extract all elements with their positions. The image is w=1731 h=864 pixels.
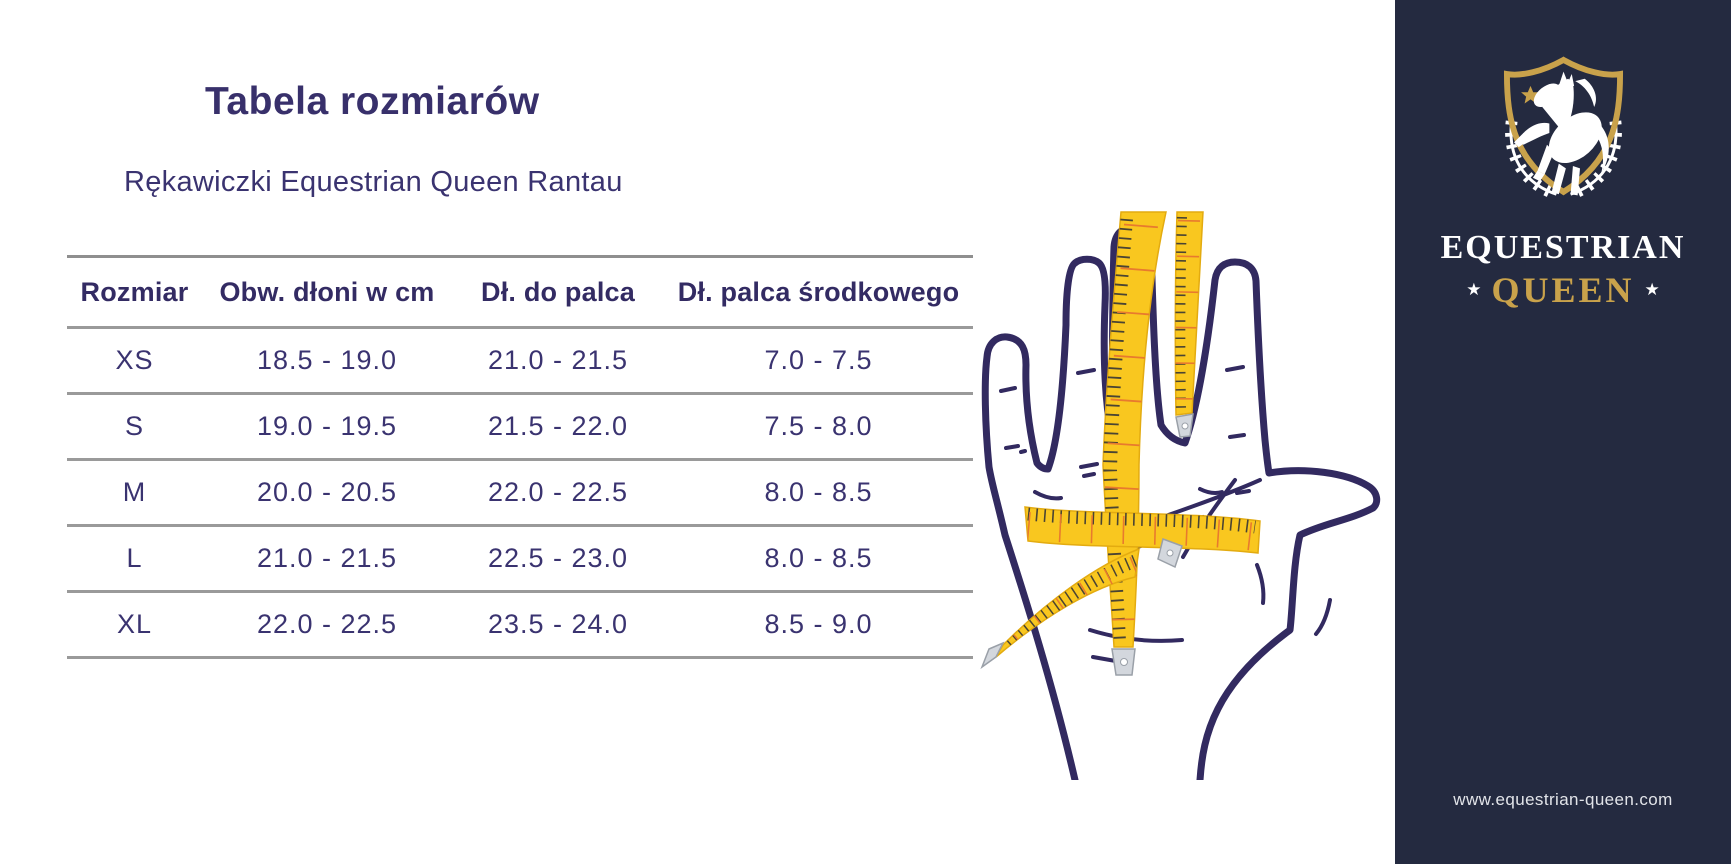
size-cell: L bbox=[67, 525, 202, 593]
length-to-finger-cell: 22.5 - 23.0 bbox=[452, 525, 664, 593]
measuring-tape-vertical-short bbox=[1174, 211, 1204, 438]
table-row: S 19.0 - 19.5 21.5 - 22.0 7.5 - 8.0 bbox=[67, 393, 973, 461]
length-to-finger-cell: 21.0 - 21.5 bbox=[452, 327, 664, 395]
hand-circumference-cell: 21.0 - 21.5 bbox=[202, 525, 452, 593]
horse-icon bbox=[1513, 71, 1609, 196]
hand-outline bbox=[981, 223, 1381, 784]
brand-name-queen: QUEEN bbox=[1491, 270, 1635, 310]
table-header-row: Rozmiar Obw. dłoni w cm Dł. do palca Dł. pa… bbox=[67, 256, 973, 329]
website-url: www.equestrian-queen.com bbox=[1453, 790, 1673, 809]
middle-finger-length-cell: 8.5 - 9.0 bbox=[664, 591, 973, 659]
size-cell: XL bbox=[67, 591, 202, 659]
middle-finger-length-cell: 7.5 - 8.0 bbox=[664, 393, 973, 461]
hand-circumference-cell: 18.5 - 19.0 bbox=[202, 327, 452, 395]
length-to-finger-cell: 21.5 - 22.0 bbox=[452, 393, 664, 461]
measuring-tape-dangling bbox=[980, 547, 1140, 670]
shield-horse-logo bbox=[1503, 56, 1623, 200]
laurel-wreath-icon bbox=[1504, 120, 1622, 200]
page-subtitle: Rękawiczki Equestrian Queen Rantau bbox=[124, 166, 623, 198]
measuring-tape-horizontal bbox=[1024, 506, 1261, 554]
table-row: M 20.0 - 20.5 22.0 - 22.5 8.0 - 8.5 bbox=[67, 459, 973, 527]
hand-circumference-cell: 20.0 - 20.5 bbox=[202, 459, 452, 527]
brand-panel: EQUESTRIAN ★ QUEEN ★ www.equestrian-quee… bbox=[1395, 0, 1731, 864]
hand-circumference-cell: 19.0 - 19.5 bbox=[202, 393, 452, 461]
column-header: Obw. dłoni w cm bbox=[202, 256, 452, 329]
hand-circumference-cell: 22.0 - 22.5 bbox=[202, 591, 452, 659]
tape-metal-tip bbox=[980, 641, 1005, 670]
tape-clasp bbox=[1157, 538, 1183, 569]
table-row: L 21.0 - 21.5 22.5 - 23.0 8.0 - 8.5 bbox=[67, 525, 973, 593]
column-header: Dł. palca środkowego bbox=[664, 256, 973, 329]
column-header: Dł. do palca bbox=[452, 256, 664, 329]
hand-illustration-svg bbox=[980, 211, 1381, 784]
table-row: XL 22.0 - 22.5 23.5 - 24.0 8.5 - 9.0 bbox=[67, 591, 973, 659]
length-to-finger-cell: 22.0 - 22.5 bbox=[452, 459, 664, 527]
table-row: XS 18.5 - 19.0 21.0 - 21.5 7.0 - 7.5 bbox=[67, 327, 973, 395]
size-cell: S bbox=[67, 393, 202, 461]
middle-finger-length-cell: 7.0 - 7.5 bbox=[664, 327, 973, 395]
size-cell: M bbox=[67, 459, 202, 527]
middle-finger-length-cell: 8.0 - 8.5 bbox=[664, 525, 973, 593]
column-header: Rozmiar bbox=[67, 256, 202, 329]
size-table: Rozmiar Obw. dłoni w cm Dł. do palca Dł. pa… bbox=[67, 255, 973, 659]
length-to-finger-cell: 23.5 - 24.0 bbox=[452, 591, 664, 659]
brand-name-line1: EQUESTRIAN bbox=[1440, 229, 1686, 266]
hand-measurement-illustration bbox=[885, 205, 1390, 784]
star-right-icon: ★ bbox=[1644, 280, 1660, 299]
star-left-icon: ★ bbox=[1466, 280, 1482, 299]
page-title: Tabela rozmiarów bbox=[205, 80, 540, 123]
brand-name-line2: ★ QUEEN ★ bbox=[1466, 269, 1660, 311]
shield-outline bbox=[1503, 56, 1623, 196]
middle-finger-length-cell: 8.0 - 8.5 bbox=[664, 459, 973, 527]
size-cell: XS bbox=[67, 327, 202, 395]
